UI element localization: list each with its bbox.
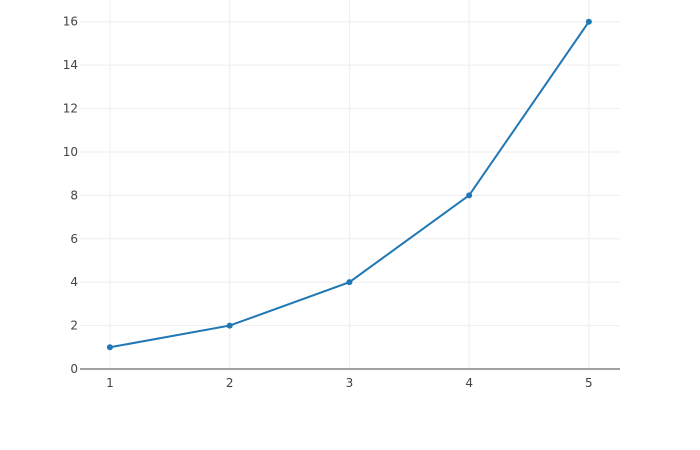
- y-tick-label: 6: [70, 232, 78, 246]
- data-point: [466, 192, 473, 199]
- y-tick-label: 8: [70, 188, 78, 202]
- y-tick-label: 14: [63, 58, 78, 72]
- data-point: [226, 322, 233, 329]
- x-tick-label: 5: [585, 376, 593, 390]
- y-tick-label: 10: [63, 145, 78, 159]
- x-tick-label: 1: [106, 376, 114, 390]
- y-tick-label: 4: [70, 275, 78, 289]
- x-tick-label: 3: [346, 376, 354, 390]
- x-tick-label: 4: [465, 376, 473, 390]
- data-point: [585, 18, 592, 25]
- y-tick-label: 12: [63, 102, 78, 116]
- data-point: [346, 279, 353, 286]
- y-tick-label: 16: [63, 15, 78, 29]
- y-tick-label: 0: [70, 362, 78, 376]
- x-tick-label: 2: [226, 376, 234, 390]
- y-tick-label: 2: [70, 319, 78, 333]
- data-point: [106, 344, 113, 351]
